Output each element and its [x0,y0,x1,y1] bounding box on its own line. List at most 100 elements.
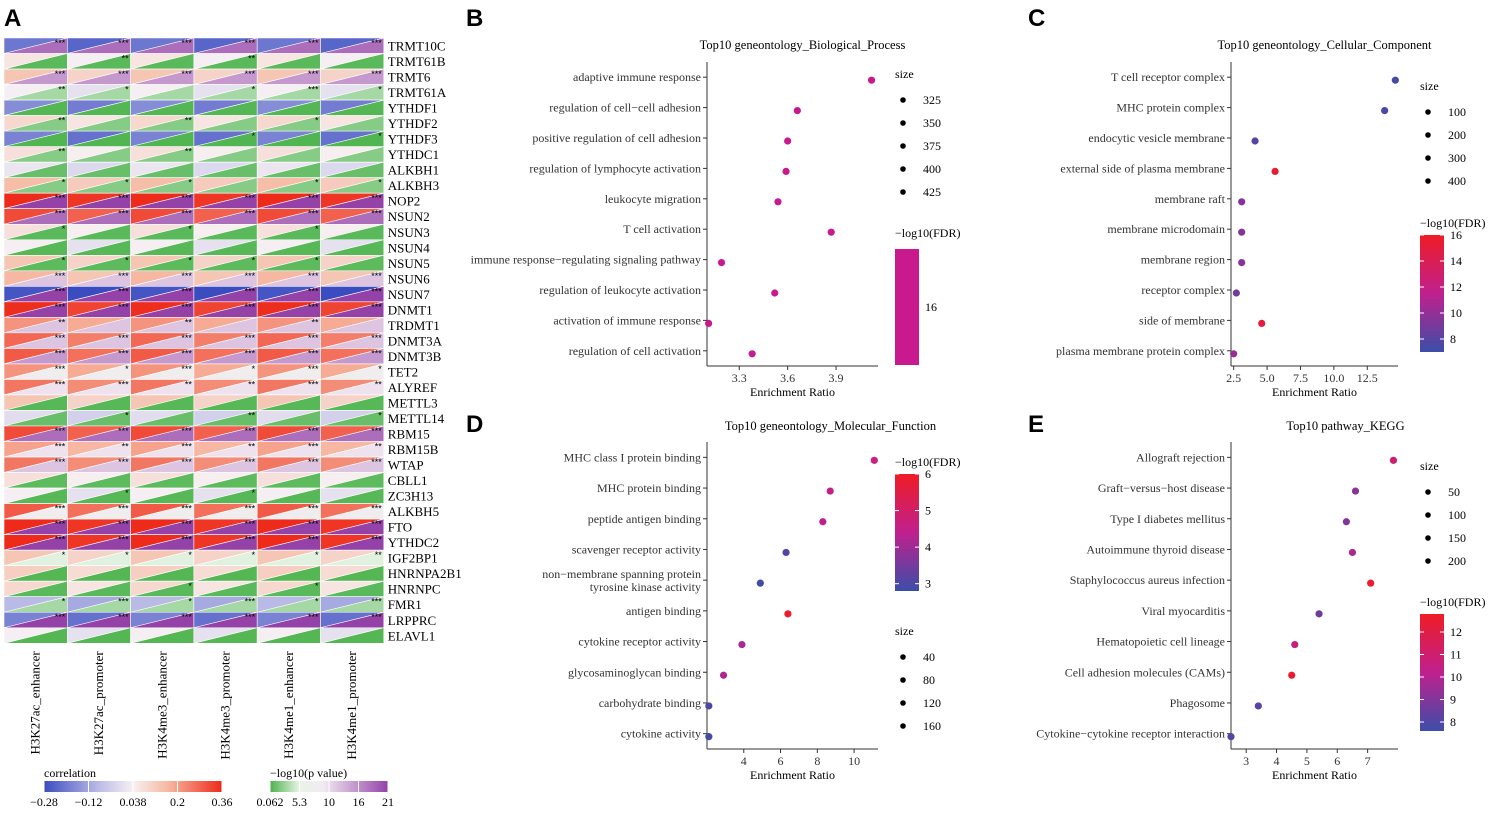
heatmap-gene-label: LRPPRC [388,613,436,628]
data-point [717,259,726,267]
data-point [826,487,834,495]
heatmap-significance: *** [55,38,66,48]
x-tick-label: 6 [778,754,784,768]
heatmap-significance: *** [308,612,319,622]
size-legend-dot [1425,155,1431,161]
heatmap-column-label: H3K4me1_enhancer [281,651,296,759]
data-point [1238,259,1246,267]
heatmap-significance: *** [181,69,192,79]
heatmap-gene-label: METTL14 [388,411,445,426]
heatmap-significance: *** [118,193,129,203]
heatmap-significance: *** [55,286,66,296]
x-tick-label: 3 [1243,754,1249,768]
x-tick-label: 3.3 [732,371,747,385]
heatmap-significance: *** [371,209,382,219]
heatmap-significance: ** [311,317,319,327]
size-legend-label: 100 [1448,508,1466,522]
size-legend-label: 80 [923,673,935,687]
plot-title: Top10 geneontology_Molecular_Function [725,419,937,433]
heatmap-significance: *** [371,302,382,312]
heatmap-column-label: H3K4me3_enhancer [154,651,169,759]
heatmap-significance: *** [371,504,382,514]
category-label: Viral myocarditis [1141,604,1225,618]
heatmap-significance: *** [55,193,66,203]
heatmap-gene-label: DNMT1 [388,302,433,317]
data-point [1258,319,1266,327]
size-legend-label: 100 [1448,105,1466,119]
heatmap-gene-label: NSUN6 [388,271,430,286]
heatmap-significance: * [188,550,192,560]
data-point [1230,350,1238,358]
heatmap-gene-label: DNMT3A [388,333,443,348]
heatmap-gene-label: HNRNPA2B1 [388,566,462,581]
pvalue-tick-label: 5.3 [292,795,307,809]
heatmap-gene-label: HNRNPC [388,582,441,597]
heatmap-gene-label: NOP2 [388,194,421,209]
x-axis-title: Enrichment Ratio [1272,385,1357,399]
data-point [774,198,782,206]
heatmap-significance: *** [371,348,382,358]
heatmap-significance: *** [181,348,192,358]
heatmap-significance: *** [308,379,319,389]
x-tick-label: 10.0 [1323,371,1344,385]
heatmap-significance: * [378,85,382,95]
fdr-colorbar [1420,614,1444,731]
panel-letter-b: B [466,5,483,32]
heatmap-gene-label: ALKBH1 [388,163,439,178]
fdr-legend-title: −log10(FDR) [895,226,960,240]
heatmap-gene-label: RBM15B [388,442,439,457]
heatmap-significance: * [62,178,66,188]
heatmap-significance: *** [55,69,66,79]
fdr-legend-title: −log10(FDR) [895,455,960,469]
size-legend-title: size [895,67,914,81]
heatmap-significance: *** [118,535,129,545]
heatmap-gene-label: YTHDF3 [388,132,438,147]
data-point [1238,228,1246,236]
size-legend-title: size [895,624,914,638]
data-point [1254,702,1262,710]
x-tick-label: 2.5 [1226,371,1241,385]
x-tick-label: 3.6 [780,371,795,385]
heatmap-significance: ** [185,147,193,157]
heatmap-significance: * [315,224,319,234]
heatmap-significance: *** [55,209,66,219]
heatmap-significance: *** [308,348,319,358]
category-label: membrane region [1141,253,1225,267]
category-label: Type I diabetes mellitus [1110,512,1225,526]
data-point [1227,733,1235,741]
category-label: T cell receptor complex [1111,70,1225,84]
heatmap-significance: *** [245,193,256,203]
heatmap-significance: ** [58,116,66,126]
data-point [870,456,878,464]
heatmap-significance: * [315,116,319,126]
data-point [867,76,876,84]
heatmap-significance: *** [55,364,66,374]
heatmap-significance: *** [118,426,129,436]
size-legend-label: 400 [923,162,941,176]
data-point [705,733,713,741]
data-point [1381,107,1389,115]
heatmap-significance: *** [55,457,66,467]
size-legend-dot [900,97,906,103]
data-point [1342,518,1350,526]
heatmap-significance: * [315,550,319,560]
pvalue-tick-label: 10 [323,795,335,809]
x-tick-label: 8 [814,754,820,768]
category-label: non−membrane spanning protein tyrosine ki… [542,567,701,594]
heatmap-significance: ** [185,317,193,327]
heatmap-gene-label: NSUN7 [388,287,430,302]
size-legend-label: 160 [923,719,941,733]
heatmap-significance: * [252,550,256,560]
size-legend-label: 325 [923,93,941,107]
heatmap-significance: *** [118,302,129,312]
heatmap-significance: *** [371,69,382,79]
bp-dotplot: Top10 geneontology_Biological_Processada… [471,38,961,399]
heatmap-significance: * [188,597,192,607]
category-label: receptor complex [1141,283,1225,297]
heatmap-significance: *** [55,379,66,389]
heatmap-significance: *** [55,504,66,514]
heatmap-cell-pvalue [320,627,385,644]
panel-letter-d: D [466,411,483,438]
heatmap-significance: *** [55,535,66,545]
heatmap-gene-label: ALYREF [388,380,437,395]
